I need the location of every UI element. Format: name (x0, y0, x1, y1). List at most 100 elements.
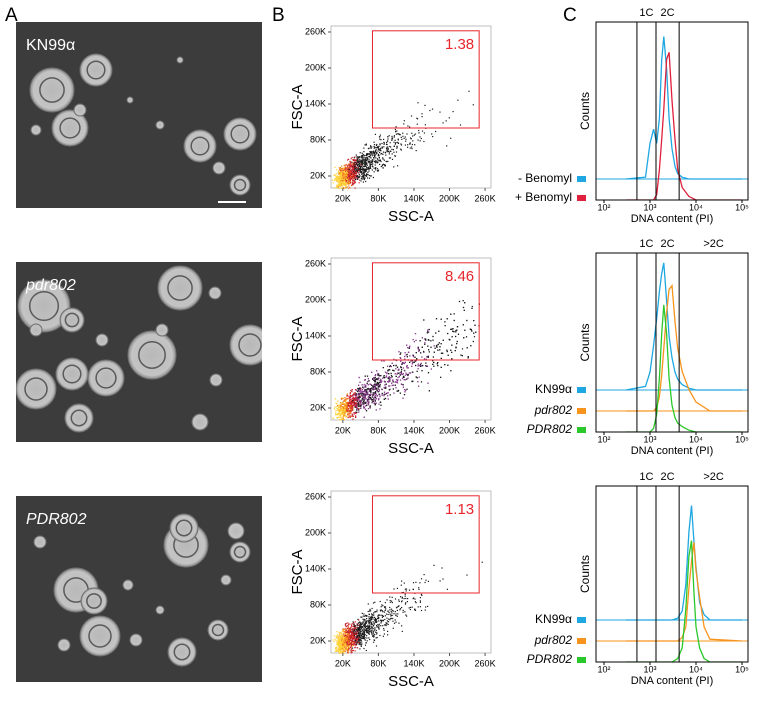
density-dot (362, 155, 364, 157)
density-dot (401, 597, 403, 599)
density-dot (341, 187, 343, 189)
density-dot (380, 375, 382, 377)
density-dot (461, 348, 464, 350)
density-dot (396, 373, 398, 375)
density-dot (347, 177, 349, 179)
density-dot (401, 373, 403, 376)
density-dot (338, 184, 340, 186)
density-dot (381, 164, 384, 166)
density-dot (377, 388, 379, 390)
density-dot (409, 143, 411, 145)
density-dot (373, 402, 375, 404)
density-dot (376, 161, 378, 163)
density-dot (350, 395, 352, 397)
density-dot (341, 168, 343, 170)
density-dot (346, 179, 348, 181)
density-dot (401, 363, 403, 365)
density-dot (335, 648, 337, 650)
density-dot (411, 132, 413, 134)
density-dot (362, 403, 364, 405)
density-dot (361, 167, 363, 169)
density-dot (447, 332, 449, 335)
density-dot (365, 154, 367, 156)
density-dot (366, 629, 368, 631)
density-dot (374, 392, 376, 394)
density-dot (464, 302, 466, 304)
density-dot (406, 344, 408, 346)
density-dot (343, 412, 345, 414)
density-dot (365, 384, 367, 386)
density-dot (373, 625, 375, 627)
density-dot (342, 179, 344, 182)
density-dot (361, 395, 363, 397)
density-dot (371, 387, 373, 389)
density-dot (346, 168, 348, 170)
density-dot (400, 596, 402, 598)
density-dot (343, 400, 345, 402)
density-dot (423, 574, 425, 576)
density-dot (346, 650, 348, 652)
cell-capsule (157, 265, 203, 311)
density-dot (361, 396, 364, 398)
density-dot (347, 173, 349, 175)
density-dot (366, 635, 368, 637)
density-dot (335, 650, 337, 652)
image-label: KN99α (26, 37, 75, 54)
density-dot (431, 108, 434, 110)
density-dot (363, 391, 365, 393)
density-dot (368, 616, 370, 618)
density-dot (353, 404, 355, 406)
density-dot (379, 138, 381, 140)
density-dot (338, 173, 340, 175)
density-dot (423, 351, 425, 353)
density-dot (455, 346, 457, 348)
density-dot (369, 396, 371, 399)
density-dot (431, 133, 433, 135)
density-dot (368, 401, 370, 403)
density-dot (335, 176, 337, 178)
density-dot (383, 624, 386, 626)
density-dot (359, 629, 361, 631)
density-dot (389, 145, 391, 148)
density-dot (350, 641, 353, 643)
density-dot (396, 146, 398, 148)
density-dot (374, 377, 376, 380)
density-dot (373, 377, 375, 379)
density-dot (412, 135, 414, 137)
density-dot (368, 621, 370, 623)
density-dot (338, 176, 340, 178)
density-dot (361, 154, 363, 157)
density-dot (371, 161, 373, 163)
density-dot (362, 392, 365, 395)
density-dot (371, 613, 373, 615)
density-dot (375, 618, 377, 620)
density-dot (383, 398, 385, 400)
density-dot (353, 161, 355, 164)
density-dot (338, 408, 340, 410)
density-dot (342, 178, 345, 180)
density-dot (403, 582, 405, 584)
density-dot (355, 415, 357, 417)
density-dot (346, 639, 349, 641)
density-dot (362, 390, 364, 393)
density-dot (372, 602, 375, 604)
density-dot (388, 153, 390, 155)
density-dot (377, 379, 379, 381)
density-dot (343, 179, 345, 181)
density-dot (372, 163, 374, 165)
density-dot (369, 394, 371, 396)
density-dot (337, 647, 339, 649)
density-dot (369, 162, 371, 164)
y-tick-label: 140K (305, 330, 326, 340)
gate (371, 30, 480, 129)
density-dot (427, 580, 429, 582)
density-dot (374, 379, 376, 381)
density-dot (380, 625, 382, 627)
density-dot (387, 392, 389, 394)
density-dot (341, 173, 343, 175)
density-dot (394, 373, 396, 375)
density-dot (351, 176, 353, 178)
density-dot (444, 364, 446, 366)
density-dot (450, 349, 452, 351)
density-dot (373, 147, 375, 149)
